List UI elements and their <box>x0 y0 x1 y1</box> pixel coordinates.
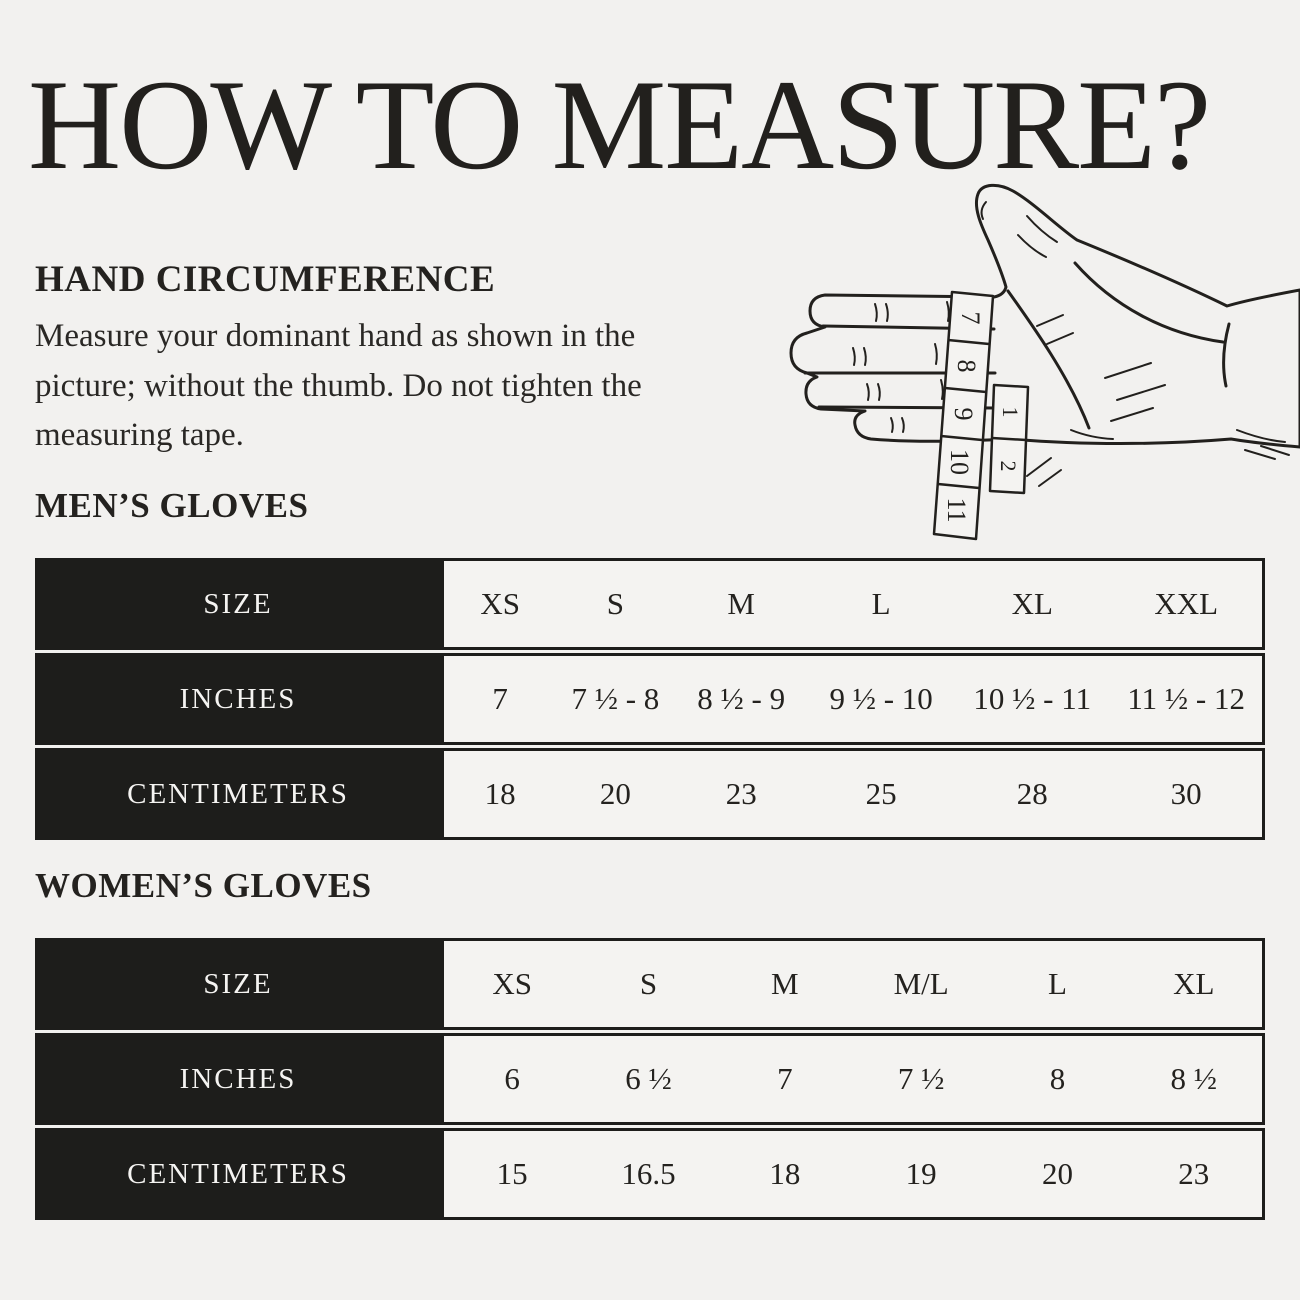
row-label: SIZE <box>35 558 441 650</box>
inches-value: 7 ½ <box>897 1061 945 1096</box>
table-row-size: SIZE XS S M L XL XXL <box>35 558 1265 650</box>
centimeters-value: 25 <box>865 776 897 811</box>
size-value: M/L <box>893 966 949 1001</box>
hand-circumference-heading: HAND CIRCUMFERENCE <box>35 259 496 300</box>
centimeters-value: 15 <box>496 1156 528 1191</box>
inches-value: 8 ½ - 9 <box>697 681 786 716</box>
centimeters-value: 18 <box>769 1156 801 1191</box>
centimeters-value: 19 <box>905 1156 937 1191</box>
row-values: XS S M M/L L XL <box>441 938 1265 1030</box>
tape-number: 9 <box>949 408 978 421</box>
table-row-size: SIZE XS S M M/L L XL <box>35 938 1265 1030</box>
hand-illustration: 1 2 7 8 9 10 11 <box>775 178 1300 550</box>
size-value: S <box>639 966 658 1001</box>
tape-number: 10 <box>945 449 974 475</box>
inches-value: 10 ½ - 11 <box>973 681 1092 716</box>
centimeters-value: 20 <box>1041 1156 1073 1191</box>
inches-value: 8 ½ <box>1170 1061 1218 1096</box>
page-title: HOW TO MEASURE? <box>28 53 1211 196</box>
centimeters-value: 23 <box>1178 1156 1210 1191</box>
tape-number: 2 <box>996 461 1021 472</box>
size-value: XXL <box>1154 586 1219 621</box>
row-values: 7 7 ½ - 8 8 ½ - 9 9 ½ - 10 10 ½ - 11 11 … <box>441 653 1265 745</box>
centimeters-value: 23 <box>725 776 757 811</box>
size-value: L <box>871 586 891 621</box>
tape-number: 7 <box>956 312 985 325</box>
size-value: XL <box>1011 586 1053 621</box>
centimeters-value: 20 <box>599 776 631 811</box>
inches-value: 7 <box>777 1061 793 1096</box>
mens-gloves-table: SIZE XS S M L XL XXL INCHES 7 7 ½ - 8 8 … <box>35 558 1265 840</box>
centimeters-value: 30 <box>1170 776 1202 811</box>
inches-value: 6 <box>504 1061 520 1096</box>
row-label: CENTIMETERS <box>35 748 441 840</box>
table-row-centimeters: CENTIMETERS 15 16.5 18 19 20 23 <box>35 1128 1265 1220</box>
size-value: XS <box>480 586 520 621</box>
hand-circumference-description: Measure your dominant hand as shown in t… <box>35 318 642 453</box>
row-values: 6 6 ½ 7 7 ½ 8 8 ½ <box>441 1033 1265 1125</box>
inches-value: 7 <box>492 681 508 716</box>
row-label: INCHES <box>35 653 441 745</box>
hand-outline <box>789 183 1300 449</box>
womens-gloves-heading: WOMEN’S GLOVES <box>35 866 372 905</box>
row-values: 18 20 23 25 28 30 <box>441 748 1265 840</box>
mens-gloves-heading: MEN’S GLOVES <box>35 486 309 525</box>
tape-number: 11 <box>942 497 971 522</box>
row-label: CENTIMETERS <box>35 1128 441 1220</box>
tape-number: 8 <box>952 360 981 373</box>
centimeters-value: 18 <box>484 776 516 811</box>
table-row-inches: INCHES 6 6 ½ 7 7 ½ 8 8 ½ <box>35 1033 1265 1125</box>
measuring-tape-tail: 1 2 <box>988 383 1030 495</box>
inches-value: 9 ½ - 10 <box>829 681 933 716</box>
inches-value: 11 ½ - 12 <box>1127 681 1246 716</box>
tape-number: 1 <box>998 407 1023 418</box>
centimeters-value: 28 <box>1016 776 1048 811</box>
inches-value: 6 ½ <box>625 1061 672 1096</box>
size-value: M <box>771 966 799 1001</box>
inches-value: 8 <box>1049 1061 1066 1096</box>
inches-value: 7 ½ - 8 <box>571 681 660 716</box>
row-label: SIZE <box>35 938 441 1030</box>
row-values: 15 16.5 18 19 20 23 <box>441 1128 1265 1220</box>
centimeters-value: 16.5 <box>621 1156 676 1191</box>
row-label: INCHES <box>35 1033 441 1125</box>
womens-gloves-table: SIZE XS S M M/L L XL INCHES 6 6 ½ 7 7 ½ … <box>35 938 1265 1220</box>
table-row-centimeters: CENTIMETERS 18 20 23 25 28 30 <box>35 748 1265 840</box>
size-value: L <box>1048 966 1067 1001</box>
row-values: XS S M L XL XXL <box>441 558 1265 650</box>
measuring-tape: 7 8 9 10 11 <box>932 290 995 541</box>
size-value: XS <box>492 966 532 1001</box>
size-value: XL <box>1173 966 1215 1001</box>
table-row-inches: INCHES 7 7 ½ - 8 8 ½ - 9 9 ½ - 10 10 ½ -… <box>35 653 1265 745</box>
size-value: M <box>727 586 755 621</box>
size-value: S <box>606 586 624 621</box>
